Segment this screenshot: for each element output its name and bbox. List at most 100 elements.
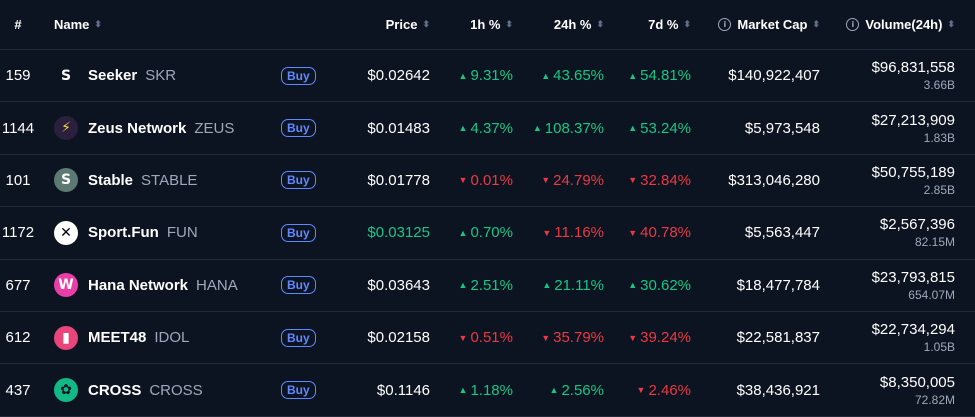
change-24h-value: 108.37% bbox=[544, 119, 604, 137]
header-volume[interactable]: i Volume(24h) ⬍ bbox=[830, 0, 955, 49]
rank-cell: 677 bbox=[0, 260, 36, 311]
hana-icon: W bbox=[54, 273, 78, 298]
meet48-icon: ▮ bbox=[54, 325, 78, 350]
volume-value[interactable]: $96,831,558 bbox=[871, 59, 955, 77]
market-cap-cell: $5,563,447 bbox=[700, 207, 820, 258]
buy-button[interactable]: Buy bbox=[281, 223, 316, 242]
caret-up-icon: ▲ bbox=[458, 385, 468, 396]
price-value: $0.03125 bbox=[367, 224, 430, 242]
price-value: $0.02642 bbox=[367, 67, 430, 85]
coin-name[interactable]: Zeus Network bbox=[88, 119, 187, 137]
coin-name[interactable]: Sport.Fun bbox=[88, 224, 159, 242]
change-1h-value: 0.01% bbox=[470, 171, 513, 189]
header-market-cap-label: Market Cap bbox=[737, 17, 808, 32]
coin-name[interactable]: Stable bbox=[88, 171, 134, 189]
table-row[interactable]: 437 ✿ CROSS CROSS Buy $0.1146 ▲ 1.18% ▲ 2.… bbox=[0, 364, 975, 417]
volume-value[interactable]: $2,567,396 bbox=[879, 216, 955, 234]
header-7d[interactable]: 7d % ⬍ bbox=[610, 0, 691, 49]
volume-cell: $22,734,294 1.05B bbox=[830, 312, 955, 363]
change-24h-value: 35.79% bbox=[553, 329, 604, 347]
caret-up-icon: ▲ bbox=[628, 123, 638, 134]
buy-button[interactable]: Buy bbox=[281, 171, 316, 190]
buy-cell: Buy bbox=[281, 155, 321, 206]
price-value: $0.01483 bbox=[367, 119, 430, 137]
change-7d-value: 2.46% bbox=[648, 381, 691, 399]
volume-coin-value: 72.82M bbox=[914, 392, 955, 407]
sort-icon: ⬍ bbox=[505, 19, 513, 29]
volume-value[interactable]: $27,213,909 bbox=[871, 111, 955, 129]
volume-coin-value: 82.15M bbox=[914, 235, 955, 250]
header-24h[interactable]: 24h % ⬍ bbox=[515, 0, 604, 49]
name-cell[interactable]: ⚡ Zeus Network ZEUS bbox=[52, 102, 277, 153]
buy-cell: Buy bbox=[281, 260, 321, 311]
rank-value: 612 bbox=[5, 329, 31, 347]
coin-name[interactable]: Seeker bbox=[88, 67, 138, 85]
change-7d-value: 39.24% bbox=[640, 329, 691, 347]
table-row[interactable]: 101 S Stable STABLE Buy $0.01778 ▼ 0.01% … bbox=[0, 155, 975, 208]
change-7d-value: 54.81% bbox=[640, 67, 691, 85]
name-cell[interactable]: S Seeker SKR bbox=[52, 50, 277, 101]
header-name[interactable]: Name ⬍ bbox=[54, 0, 279, 49]
stable-icon: S bbox=[54, 168, 78, 193]
table-body: 159 S Seeker SKR Buy $0.02642 ▲ 9.31% ▲ 43… bbox=[0, 50, 975, 417]
change-7d-value: 30.62% bbox=[640, 276, 691, 294]
caret-down-icon: ▼ bbox=[628, 332, 638, 343]
change-7d-cell: ▼ 40.78% bbox=[610, 207, 691, 258]
volume-coin-value: 1.83B bbox=[923, 130, 955, 145]
coin-symbol: ZEUS bbox=[194, 119, 235, 137]
volume-value[interactable]: $8,350,005 bbox=[879, 373, 955, 391]
table-row[interactable]: 159 S Seeker SKR Buy $0.02642 ▲ 9.31% ▲ 43… bbox=[0, 50, 975, 103]
change-1h-cell: ▼ 0.51% bbox=[440, 312, 513, 363]
change-7d-cell: ▲ 53.24% bbox=[610, 102, 691, 153]
change-7d-cell: ▼ 32.84% bbox=[610, 155, 691, 206]
coin-name[interactable]: Hana Network bbox=[88, 276, 189, 294]
price-value: $0.1146 bbox=[376, 381, 430, 399]
name-cell[interactable]: ✿ CROSS CROSS bbox=[52, 364, 277, 415]
header-1h[interactable]: 1h % ⬍ bbox=[440, 0, 513, 49]
buy-button[interactable]: Buy bbox=[281, 276, 316, 295]
table-row[interactable]: 1144 ⚡ Zeus Network ZEUS Buy $0.01483 ▲ 4… bbox=[0, 102, 975, 155]
info-icon[interactable]: i bbox=[718, 18, 732, 31]
rank-cell: 612 bbox=[0, 312, 36, 363]
coin-name[interactable]: MEET48 bbox=[88, 329, 147, 347]
coin-symbol: STABLE bbox=[141, 171, 198, 189]
table-row[interactable]: 1172 ✕ Sport.Fun FUN Buy $0.03125 ▲ 0.70%… bbox=[0, 207, 975, 260]
buy-button[interactable]: Buy bbox=[281, 381, 316, 400]
header-market-cap[interactable]: i Market Cap ⬍ bbox=[700, 0, 820, 49]
buy-button[interactable]: Buy bbox=[281, 66, 316, 85]
name-cell[interactable]: ▮ MEET48 IDOL bbox=[52, 312, 277, 363]
name-cell[interactable]: ✕ Sport.Fun FUN bbox=[52, 207, 277, 258]
table-row[interactable]: 677 W Hana Network HANA Buy $0.03643 ▲ 2.… bbox=[0, 260, 975, 312]
volume-value[interactable]: $23,793,815 bbox=[871, 268, 955, 286]
volume-value[interactable]: $50,755,189 bbox=[871, 163, 955, 181]
buy-button[interactable]: Buy bbox=[281, 328, 316, 347]
info-icon[interactable]: i bbox=[846, 18, 860, 31]
market-cap-cell: $5,973,548 bbox=[700, 102, 820, 153]
volume-wrap: $27,213,909 1.83B bbox=[872, 112, 955, 145]
table-row[interactable]: 612 ▮ MEET48 IDOL Buy $0.02158 ▼ 0.51% ▼ 3… bbox=[0, 312, 975, 365]
volume-wrap: $2,567,396 82.15M bbox=[880, 216, 955, 249]
sportfun-icon: ✕ bbox=[54, 220, 78, 245]
volume-cell: $96,831,558 3.66B bbox=[830, 50, 955, 101]
name-cell[interactable]: W Hana Network HANA bbox=[52, 260, 277, 311]
price-cell: $0.01778 bbox=[330, 155, 430, 206]
coin-name[interactable]: CROSS bbox=[88, 381, 142, 399]
caret-down-icon: ▼ bbox=[541, 175, 551, 186]
caret-down-icon: ▼ bbox=[628, 227, 638, 238]
sort-icon: ⬍ bbox=[683, 19, 691, 29]
change-7d-value: 32.84% bbox=[640, 171, 691, 189]
volume-wrap: $50,755,189 2.85B bbox=[872, 164, 955, 197]
change-24h-value: 21.11% bbox=[554, 276, 604, 294]
change-7d-value: 53.24% bbox=[640, 119, 691, 137]
coin-symbol: FUN bbox=[166, 224, 198, 242]
header-price-label: Price bbox=[385, 17, 418, 32]
volume-value[interactable]: $22,734,294 bbox=[871, 321, 955, 339]
rank-cell: 101 bbox=[0, 155, 36, 206]
name-cell[interactable]: S Stable STABLE bbox=[52, 155, 277, 206]
header-rank[interactable]: # bbox=[0, 0, 36, 49]
seeker-icon: S bbox=[54, 63, 78, 88]
market-cap-value: $18,477,784 bbox=[736, 276, 820, 294]
sort-icon: ⬍ bbox=[812, 19, 820, 29]
header-price[interactable]: Price ⬍ bbox=[330, 0, 430, 49]
buy-button[interactable]: Buy bbox=[281, 119, 316, 138]
